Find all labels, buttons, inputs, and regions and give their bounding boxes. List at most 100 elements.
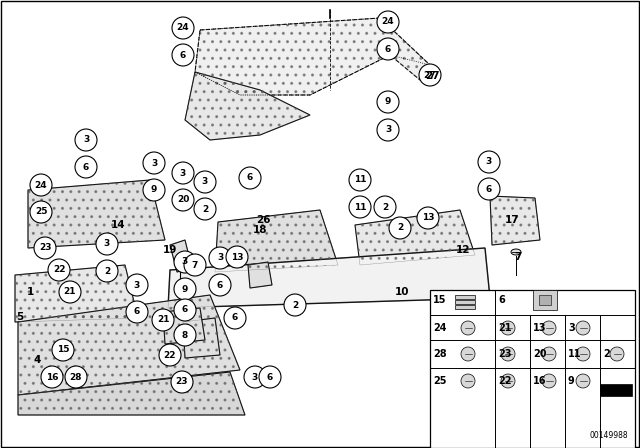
Text: 28: 28 bbox=[433, 349, 447, 359]
Circle shape bbox=[172, 189, 194, 211]
Polygon shape bbox=[18, 295, 240, 395]
Text: 23: 23 bbox=[498, 349, 511, 359]
Text: 6: 6 bbox=[182, 306, 188, 314]
Circle shape bbox=[194, 198, 216, 220]
Text: 16: 16 bbox=[45, 372, 58, 382]
Circle shape bbox=[349, 196, 371, 218]
Text: 9: 9 bbox=[182, 284, 188, 293]
Text: 2: 2 bbox=[397, 224, 403, 233]
Text: 20: 20 bbox=[533, 349, 547, 359]
Text: 2: 2 bbox=[104, 267, 110, 276]
Polygon shape bbox=[355, 210, 475, 265]
Circle shape bbox=[417, 207, 439, 229]
Polygon shape bbox=[195, 18, 430, 95]
Text: 28: 28 bbox=[70, 372, 83, 382]
Circle shape bbox=[542, 347, 556, 361]
Circle shape bbox=[174, 251, 196, 273]
Circle shape bbox=[152, 309, 174, 331]
Text: 27: 27 bbox=[424, 70, 436, 79]
Circle shape bbox=[349, 169, 371, 191]
Circle shape bbox=[143, 152, 165, 174]
Text: 3: 3 bbox=[568, 323, 575, 333]
Bar bbox=[533, 290, 557, 310]
Text: 8: 8 bbox=[182, 331, 188, 340]
Text: 2: 2 bbox=[603, 349, 610, 359]
Circle shape bbox=[52, 339, 74, 361]
Circle shape bbox=[226, 246, 248, 268]
Circle shape bbox=[30, 174, 52, 196]
Text: 6: 6 bbox=[247, 173, 253, 182]
Circle shape bbox=[174, 278, 196, 300]
Circle shape bbox=[610, 347, 624, 361]
Text: 24: 24 bbox=[381, 17, 394, 26]
Circle shape bbox=[501, 321, 515, 335]
Circle shape bbox=[389, 217, 411, 239]
Text: 11: 11 bbox=[354, 202, 366, 211]
Text: 17: 17 bbox=[505, 215, 519, 225]
Text: 23: 23 bbox=[176, 378, 188, 387]
Text: 11: 11 bbox=[568, 349, 582, 359]
Text: 12: 12 bbox=[456, 245, 470, 255]
Bar bbox=[455, 300, 475, 304]
Circle shape bbox=[224, 307, 246, 329]
Circle shape bbox=[501, 374, 515, 388]
Circle shape bbox=[461, 347, 475, 361]
Circle shape bbox=[174, 299, 196, 321]
Polygon shape bbox=[28, 180, 165, 248]
Circle shape bbox=[194, 171, 216, 193]
Text: 3: 3 bbox=[134, 280, 140, 289]
Circle shape bbox=[59, 281, 81, 303]
Circle shape bbox=[461, 374, 475, 388]
Circle shape bbox=[143, 179, 165, 201]
Circle shape bbox=[209, 274, 231, 296]
Polygon shape bbox=[248, 262, 272, 288]
Text: 16: 16 bbox=[533, 376, 547, 386]
Circle shape bbox=[75, 156, 97, 178]
Circle shape bbox=[209, 247, 231, 269]
Text: 13: 13 bbox=[422, 214, 435, 223]
Circle shape bbox=[34, 237, 56, 259]
Ellipse shape bbox=[511, 249, 521, 255]
Text: 6: 6 bbox=[217, 280, 223, 289]
Text: 2: 2 bbox=[292, 301, 298, 310]
Text: 4: 4 bbox=[33, 355, 41, 365]
Polygon shape bbox=[170, 240, 192, 272]
Circle shape bbox=[461, 321, 475, 335]
Circle shape bbox=[171, 371, 193, 393]
Text: 19: 19 bbox=[163, 245, 177, 255]
Polygon shape bbox=[18, 372, 245, 415]
Text: 6: 6 bbox=[486, 185, 492, 194]
Text: 6: 6 bbox=[83, 163, 89, 172]
Text: 3: 3 bbox=[202, 177, 208, 186]
Text: 24: 24 bbox=[433, 323, 447, 333]
Circle shape bbox=[284, 294, 306, 316]
Circle shape bbox=[96, 260, 118, 282]
Text: 7: 7 bbox=[515, 252, 522, 262]
Text: 3: 3 bbox=[83, 135, 89, 145]
Text: 6: 6 bbox=[134, 307, 140, 316]
Text: 3: 3 bbox=[217, 254, 223, 263]
Text: 6: 6 bbox=[232, 314, 238, 323]
Circle shape bbox=[478, 151, 500, 173]
Circle shape bbox=[377, 91, 399, 113]
Text: 7: 7 bbox=[192, 260, 198, 270]
Text: 10: 10 bbox=[395, 287, 409, 297]
Text: 3: 3 bbox=[182, 258, 188, 267]
Text: 6: 6 bbox=[498, 295, 505, 305]
Text: 3: 3 bbox=[252, 372, 258, 382]
Text: 3: 3 bbox=[104, 240, 110, 249]
Circle shape bbox=[172, 44, 194, 66]
Polygon shape bbox=[215, 210, 338, 272]
Bar bbox=[539, 295, 551, 305]
Text: 21: 21 bbox=[498, 323, 511, 333]
Polygon shape bbox=[490, 196, 540, 245]
Polygon shape bbox=[185, 72, 310, 140]
Text: 27: 27 bbox=[425, 71, 439, 81]
Text: 14: 14 bbox=[111, 220, 125, 230]
Text: 6: 6 bbox=[385, 44, 391, 53]
Circle shape bbox=[576, 347, 590, 361]
Text: 1: 1 bbox=[26, 287, 34, 297]
Polygon shape bbox=[183, 318, 220, 358]
Circle shape bbox=[244, 366, 266, 388]
Bar bbox=[430, 290, 635, 448]
